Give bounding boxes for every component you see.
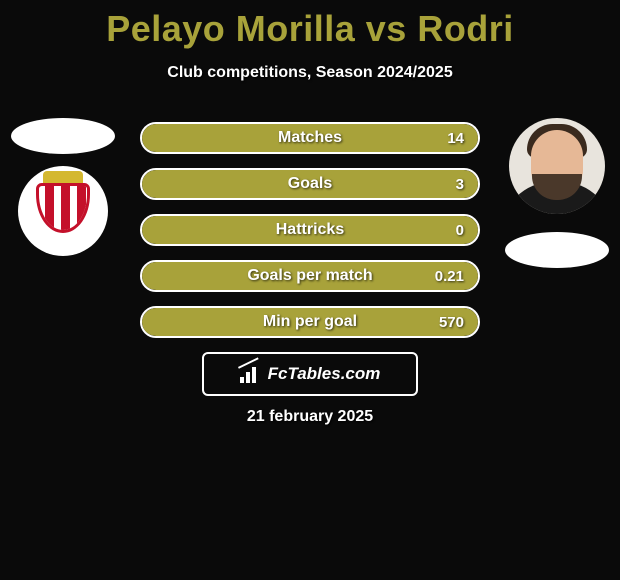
right-badge-ellipse — [505, 232, 609, 268]
bar-chart-icon — [240, 365, 262, 383]
stat-value: 0.21 — [435, 262, 464, 290]
stat-row: Goals per match 0.21 — [140, 260, 480, 292]
left-club-crest — [18, 166, 108, 256]
stat-label: Hattricks — [142, 216, 478, 244]
brand-box[interactable]: FcTables.com — [202, 352, 418, 396]
stats-bars: Matches 14 Goals 3 Hattricks 0 Goals per… — [140, 122, 480, 352]
right-player-avatar — [509, 118, 605, 214]
stat-value: 14 — [447, 124, 464, 152]
date-label: 21 february 2025 — [0, 408, 620, 426]
stat-value: 0 — [456, 216, 464, 244]
page-title: Pelayo Morilla vs Rodri — [0, 0, 620, 50]
stat-row: Matches 14 — [140, 122, 480, 154]
club-crest-icon — [36, 179, 90, 243]
stat-label: Matches — [142, 124, 478, 152]
stat-row: Goals 3 — [140, 168, 480, 200]
left-badge-ellipse — [11, 118, 115, 154]
stat-label: Goals — [142, 170, 478, 198]
page-subtitle: Club competitions, Season 2024/2025 — [0, 64, 620, 82]
stat-value: 570 — [439, 308, 464, 336]
stat-label: Min per goal — [142, 308, 478, 336]
right-player-column — [502, 118, 612, 268]
left-player-column — [8, 118, 118, 256]
stat-value: 3 — [456, 170, 464, 198]
stat-label: Goals per match — [142, 262, 478, 290]
stat-row: Hattricks 0 — [140, 214, 480, 246]
stat-row: Min per goal 570 — [140, 306, 480, 338]
brand-label: FcTables.com — [268, 364, 381, 384]
